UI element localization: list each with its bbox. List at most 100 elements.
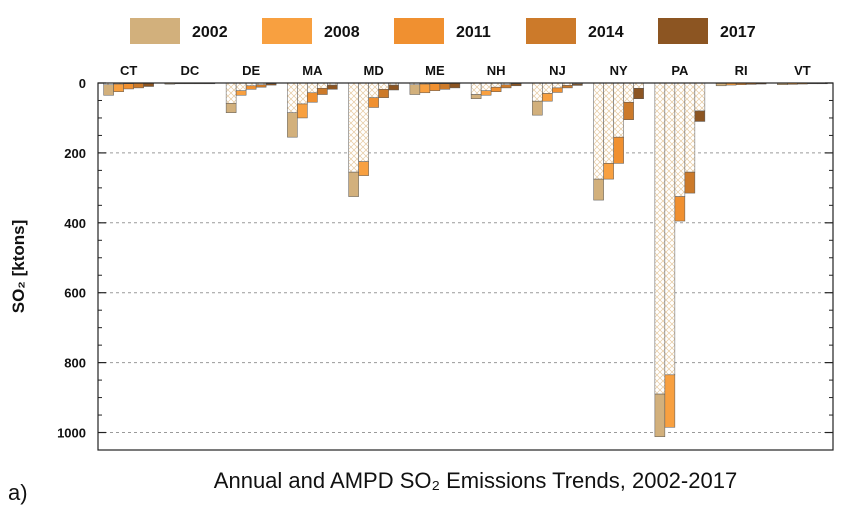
legend-label: 2008 [324,24,360,41]
y-axis-label: SO₂ [ktons] [9,220,28,314]
bar-annual-segment [439,83,451,90]
bar-annual-segment [633,87,644,99]
bar-annual-segment [715,83,727,87]
bar-ampd-segment [593,82,604,180]
bar-annual-segment [235,90,247,96]
bar-annual-segment [500,84,512,89]
bar-annual-segment [593,178,604,201]
bar-annual-segment [265,83,277,86]
category-label: DE [242,63,260,78]
legend-swatch [394,18,444,44]
bar-ampd-segment [694,82,706,112]
legend-label: 2002 [192,24,228,41]
bar-ampd-segment [613,82,624,138]
bar-ampd-segment [378,82,389,90]
bar-annual-segment [378,89,389,98]
bar-annual-segment [449,83,461,89]
bar-annual-segment [133,83,144,89]
category-labels: CT DC DE MA MD ME NH NJ NY PA RI VT [120,63,811,78]
bar-annual-segment [123,83,134,90]
bar-annual-segment [409,84,421,95]
bar-annual-segment [490,86,502,92]
bar-annual-segment [684,171,696,194]
bar-ampd-segment [348,82,359,173]
y-tick-label: 800 [64,356,86,371]
bar-annual-segment [287,112,298,138]
bar-annual-segment [225,103,237,113]
grid-lines [98,152,833,434]
plot-area: 0 200 400 600 800 1000 CT DC DE MA MD ME NH NJ NY PA RI… [57,63,834,451]
bar-annual-segment [143,83,154,87]
bar-ampd-segment [532,82,543,102]
bar-annual-segment [694,110,706,122]
bar-ampd-segment [623,82,634,103]
legend-label: 2017 [720,24,756,41]
y-tick-label: 400 [64,216,86,231]
bar-annual-segment [674,196,686,222]
bar-ampd-segment [307,82,318,94]
bar-annual-segment [603,163,614,180]
bar-annual-segment [510,83,522,87]
legend-label: 2014 [588,24,624,41]
bar-ampd-segment [317,82,328,89]
bar-annual-segment [255,84,267,88]
bars [103,82,828,437]
category-label: NJ [549,63,566,78]
bar-ampd-segment [297,82,308,105]
bar-ampd-segment [368,82,379,98]
bar-ampd-segment [674,82,686,197]
plot-frame [97,82,834,451]
bar-ampd-segment [225,82,237,104]
y-tick-label: 0 [79,76,86,91]
y-tick-label: 200 [64,146,86,161]
chart-legend: 2002 2008 2011 2014 2017 [130,18,756,44]
bar-annual-segment [317,87,328,95]
bar-annual-segment [562,85,573,89]
bar-ampd-segment [235,82,247,91]
bar-annual-segment [307,92,318,103]
category-label: NY [610,63,628,78]
figure-panel-label: a) [8,480,28,505]
bar-ampd-segment [358,82,369,162]
bar-annual-segment [552,87,563,93]
category-label: MD [364,63,384,78]
bar-annual-segment [368,97,379,108]
legend-label: 2011 [456,24,491,41]
category-label: NH [487,63,506,78]
bar-annual-segment [480,90,492,96]
y-axis-ticks: 0 200 400 600 800 1000 [57,76,833,451]
bar-annual-segment [429,83,441,91]
bar-ampd-segment [664,82,676,376]
category-label: RI [735,63,748,78]
bar-ampd-segment [480,82,492,91]
bar-annual-segment [348,171,359,197]
bar-annual-segment [623,101,634,120]
category-label: DC [180,63,199,78]
legend-swatch [526,18,576,44]
bar-ampd-segment [490,82,502,88]
bar-annual-segment [654,393,666,437]
bar-ampd-segment [287,82,298,113]
category-label: CT [120,63,137,78]
legend-swatch [658,18,708,44]
bar-annual-segment [113,83,124,92]
bar-ampd-segment [552,82,563,89]
y-tick-label: 1000 [57,426,86,441]
bar-ampd-segment [684,82,696,173]
bar-annual-segment [103,84,114,96]
bar-annual-segment [388,84,399,91]
y-tick-label: 600 [64,286,86,301]
bar-annual-segment [470,94,482,99]
bar-annual-segment [327,84,338,90]
bar-annual-segment [542,93,553,102]
bar-ampd-segment [470,82,482,95]
bar-annual-segment [358,161,369,176]
bar-ampd-segment [603,82,614,164]
bar-annual-segment [532,100,543,116]
category-label: MA [302,63,323,78]
bar-ampd-segment [542,82,553,94]
category-label: ME [425,63,445,78]
bar-annual-segment [297,103,308,119]
category-label: VT [794,63,811,78]
